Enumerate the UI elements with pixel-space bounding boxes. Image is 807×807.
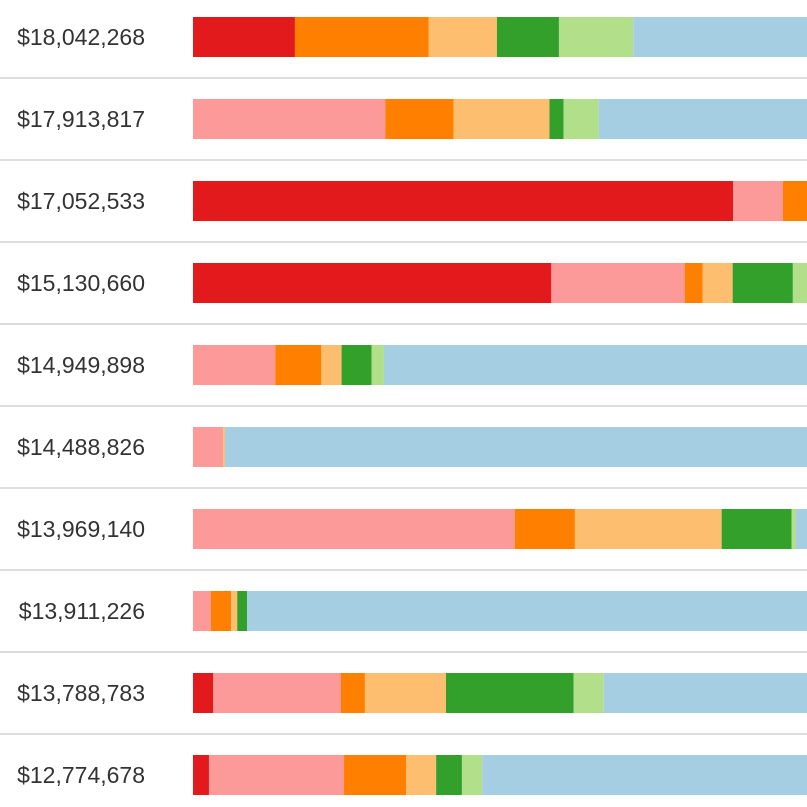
bar-segment-green	[721, 509, 792, 549]
bar-segment-light-orange	[231, 591, 238, 631]
bar-row: $15,130,660	[0, 263, 807, 325]
row-label: $14,488,826	[17, 434, 145, 460]
bar-row: $13,969,140	[0, 509, 807, 571]
bar-segment-light-green	[558, 17, 634, 57]
bar-segment-orange	[340, 673, 365, 713]
bar-row: $17,052,533	[0, 181, 807, 243]
bar-segment-pink	[193, 99, 386, 139]
bar-segment-pink	[193, 427, 224, 467]
bar-segment-light-blue	[482, 755, 807, 795]
bar-segment-green	[549, 99, 564, 139]
bar-segment-red	[193, 673, 214, 713]
row-label: $13,788,783	[17, 680, 145, 706]
bar-segment-light-blue	[598, 99, 807, 139]
bar-segment-light-orange	[702, 263, 733, 303]
row-label: $12,774,678	[17, 762, 145, 788]
bar-segment-pink	[193, 345, 276, 385]
bar-segment-green	[237, 591, 248, 631]
row-label: $13,911,226	[19, 598, 145, 624]
bar-segment-pink	[193, 509, 515, 549]
bar-segment-light-orange	[406, 755, 437, 795]
bar-segment-green	[436, 755, 462, 795]
row-label: $17,913,817	[17, 106, 145, 132]
bar-segment-orange	[294, 17, 429, 57]
bar-row: $13,788,783	[0, 673, 807, 735]
row-label: $15,130,660	[17, 270, 145, 296]
bar-segment-green	[445, 673, 574, 713]
bar-segment-orange	[344, 755, 407, 795]
bar-segment-pink	[551, 263, 685, 303]
bar-segment-pink	[733, 181, 783, 221]
bar-segment-pink	[193, 591, 211, 631]
row-label: $18,042,268	[17, 24, 145, 50]
bar-segment-light-orange	[453, 99, 550, 139]
bar-segment-orange	[210, 591, 232, 631]
bar-segment-red	[193, 181, 734, 221]
bar-segment-red	[193, 755, 209, 795]
bar-segment-light-blue	[247, 591, 807, 631]
bar-segment-orange	[684, 263, 703, 303]
bar-segment-light-orange	[428, 17, 497, 57]
bar-segment-red	[193, 263, 552, 303]
bar-segment-orange	[275, 345, 322, 385]
bar-segment-light-orange	[223, 427, 225, 467]
bar-row: $14,488,826	[0, 427, 807, 489]
bar-segment-light-blue	[795, 509, 807, 549]
bar-row: $13,911,226	[0, 591, 807, 653]
bar-segment-light-orange	[574, 509, 722, 549]
bar-segment-light-blue	[383, 345, 807, 385]
row-label: $13,969,140	[17, 516, 145, 542]
bar-segment-light-blue	[224, 427, 807, 467]
bar-segment-pink	[213, 673, 341, 713]
bar-segment-light-green	[573, 673, 604, 713]
bar-row: $12,774,678	[17, 755, 807, 795]
bar-row: $14,949,898	[0, 345, 807, 407]
bar-row: $18,042,268	[0, 17, 807, 79]
row-label: $17,052,533	[17, 188, 145, 214]
bar-segment-light-green	[791, 509, 796, 549]
bar-segment-light-green	[563, 99, 599, 139]
bar-segment-light-green	[792, 263, 807, 303]
bar-segment-light-orange	[321, 345, 342, 385]
row-label: $14,949,898	[17, 352, 145, 378]
bar-segment-light-green	[371, 345, 384, 385]
bar-segment-orange	[782, 181, 807, 221]
bar-segment-green	[341, 345, 372, 385]
bar-segment-green	[496, 17, 559, 57]
bar-segment-orange	[385, 99, 454, 139]
bar-row: $17,913,817	[0, 99, 807, 161]
bar-segment-light-blue	[633, 17, 807, 57]
bar-segment-light-orange	[364, 673, 446, 713]
bar-segment-orange	[514, 509, 575, 549]
bar-segment-light-green	[461, 755, 483, 795]
bar-segment-red	[193, 17, 295, 57]
bar-segment-green	[732, 263, 793, 303]
bar-segment-light-blue	[603, 673, 807, 713]
bar-segment-pink	[208, 755, 345, 795]
